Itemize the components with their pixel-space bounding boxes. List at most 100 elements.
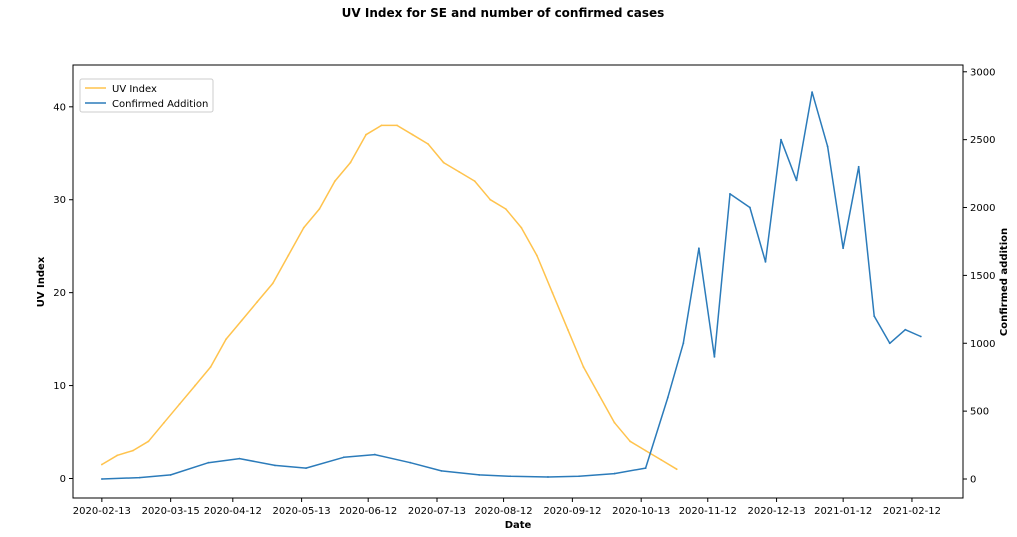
x-tick-label: 2020-08-12 — [475, 506, 533, 517]
confirmed-addition-point — [826, 145, 829, 148]
x-tick-label: 2020-03-15 — [142, 506, 200, 517]
legend-uv-index-label: UV Index — [112, 84, 157, 95]
uv-index-point — [411, 133, 414, 136]
left-y-tick-label: 10 — [53, 381, 66, 392]
confirmed-addition-point — [780, 138, 782, 141]
right-y-axis-title: Confirmed addition — [999, 228, 1010, 336]
right-y-tick-label: 1500 — [970, 271, 995, 282]
confirmed-addition-point — [697, 247, 700, 250]
confirmed-addition-point — [478, 474, 481, 476]
confirmed-addition-point — [169, 474, 172, 476]
uv-index-point — [271, 282, 274, 285]
uv-index-point — [489, 198, 492, 201]
uv-index-point — [551, 291, 554, 294]
uv-index-point — [520, 226, 523, 229]
confirmed-addition-point — [509, 475, 512, 478]
uv-index-point — [225, 338, 228, 341]
left-y-tick-label: 20 — [53, 288, 66, 299]
confirmed-addition-point — [409, 461, 412, 464]
confirmed-addition-point — [873, 315, 876, 318]
uv-index-point — [535, 254, 538, 257]
confirmed-addition-point — [207, 461, 210, 464]
uv-index-point — [442, 161, 445, 164]
confirmed-addition-point — [373, 453, 376, 456]
uv-index-point — [365, 133, 367, 136]
right-y-tick-label: 2000 — [970, 203, 995, 214]
legend-confirmed-addition-label: Confirmed Addition — [112, 99, 208, 110]
uv-index-point — [147, 440, 150, 443]
confirmed-addition-lines — [100, 91, 922, 480]
x-tick-label: 2020-11-12 — [679, 506, 737, 517]
uv-index-point — [598, 393, 600, 396]
plot-frame — [72, 64, 964, 499]
uv-index-point — [473, 180, 476, 183]
uv-index-point — [240, 319, 243, 322]
uv-index-lines — [100, 124, 678, 471]
confirmed-addition-point — [100, 478, 103, 480]
uv-index-point — [427, 143, 430, 145]
x-axis-ticks: 2020-02-13 2020-03-15 2020-04-12 2020-05-13… — [73, 498, 941, 517]
x-tick-label: 2021-02-12 — [883, 506, 941, 517]
confirmed-addition-point — [919, 335, 922, 338]
right-y-tick-label: 0 — [970, 474, 976, 485]
uv-index-point — [209, 366, 212, 368]
confirmed-addition-point — [749, 206, 751, 209]
left-y-tick-label: 0 — [60, 474, 66, 485]
uv-index-point — [178, 403, 181, 406]
confirmed-addition-point — [666, 396, 669, 399]
left-y-tick-label: 30 — [53, 195, 66, 206]
confirmed-addition-point — [274, 464, 276, 467]
uv-index-point — [100, 463, 103, 466]
right-y-tick-label: 3000 — [970, 67, 995, 78]
left-y-tick-label: 40 — [53, 102, 66, 113]
uv-index-point — [675, 468, 678, 471]
confirmed-addition-point — [888, 342, 891, 345]
legend: UV Index Confirmed Addition — [79, 78, 214, 113]
uv-index-point — [318, 208, 321, 210]
confirmed-addition-point — [904, 328, 907, 331]
uv-index-point — [660, 459, 663, 461]
x-tick-label: 2020-04-12 — [204, 506, 262, 517]
plot-area — [100, 91, 922, 480]
right-y-axis-ticks: 0 500 1000 1500 2000 2500 3000 — [963, 67, 995, 485]
legend-box — [79, 78, 214, 113]
confirmed-addition-point — [547, 476, 549, 478]
uv-index-point — [582, 366, 585, 368]
confirmed-addition-point — [811, 91, 813, 94]
uv-index-point — [194, 384, 196, 387]
chart-title: UV Index for SE and number of confirmed … — [342, 6, 665, 20]
right-y-tick-label: 500 — [970, 407, 989, 418]
uv-index-point — [333, 180, 336, 183]
uv-index-point — [163, 421, 165, 424]
uv-index-point — [396, 124, 398, 127]
confirmed-addition-point — [342, 456, 345, 459]
uv-index-point — [644, 449, 647, 452]
confirmed-addition-point — [613, 472, 616, 475]
right-y-tick-label: 2500 — [970, 135, 995, 146]
x-axis-title: Date — [505, 520, 532, 531]
confirmed-addition-point — [138, 476, 141, 479]
x-tick-label: 2020-07-13 — [408, 506, 466, 517]
uv-index-point — [349, 161, 352, 164]
x-tick-label: 2020-12-13 — [748, 506, 806, 517]
confirmed-addition-point — [644, 467, 647, 470]
uv-index-point — [629, 440, 631, 443]
uv-index-point — [380, 124, 383, 127]
uv-index-point — [256, 301, 259, 303]
confirmed-addition-line — [101, 91, 922, 480]
confirmed-addition-point — [440, 469, 443, 472]
x-tick-label: 2020-10-13 — [612, 506, 670, 517]
uv-index-point — [302, 226, 305, 229]
x-tick-label: 2021-01-12 — [814, 506, 872, 517]
confirmed-addition-point — [713, 355, 716, 358]
uv-index-point — [613, 421, 616, 424]
uv-index-point — [132, 449, 134, 452]
uv-index-point — [504, 208, 507, 210]
x-tick-label: 2020-06-12 — [339, 506, 397, 517]
confirmed-addition-point — [238, 457, 241, 460]
uv-index-point — [116, 454, 119, 457]
left-y-axis-ticks: 0 10 20 30 40 — [53, 102, 73, 485]
confirmed-addition-point — [578, 475, 580, 478]
right-y-tick-label: 1000 — [970, 339, 995, 350]
confirmed-addition-point — [764, 260, 767, 263]
